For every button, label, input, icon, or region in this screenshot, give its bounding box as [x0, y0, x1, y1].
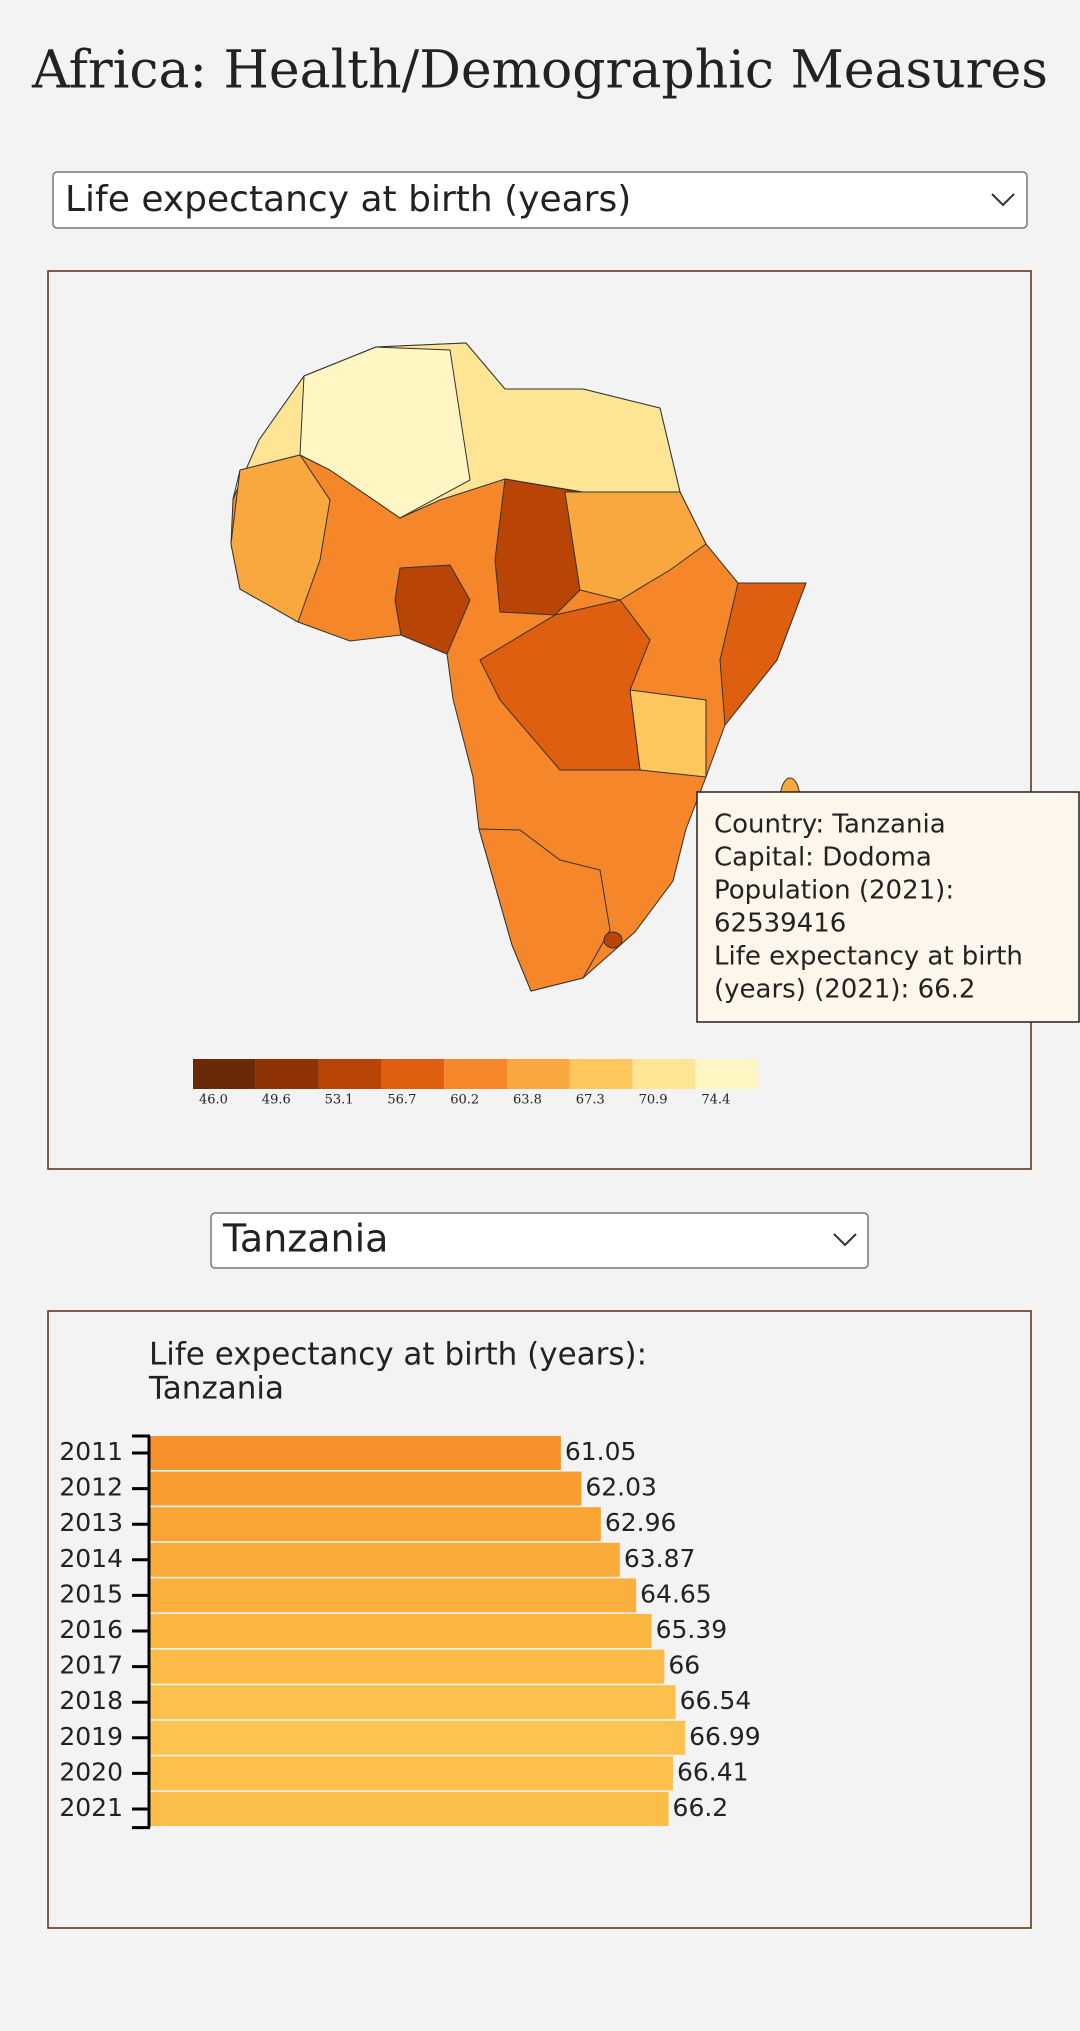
- legend-swatch: [569, 1059, 633, 1089]
- bar: [149, 1507, 601, 1542]
- bar: [149, 1542, 620, 1577]
- y-tick-label: 2021: [59, 1793, 123, 1822]
- y-tick-label: 2012: [59, 1473, 123, 1502]
- bar: [149, 1471, 582, 1506]
- country-region[interactable]: [603, 931, 623, 949]
- legend-swatch: [318, 1059, 382, 1089]
- legend-swatch: [193, 1059, 256, 1089]
- value-label: 62.96: [605, 1508, 677, 1537]
- dropdown-arrow[interactable]: [833, 1233, 857, 1247]
- legend-label: 63.8: [513, 1093, 542, 1108]
- tooltip-line: Capital: Dodoma: [714, 843, 932, 873]
- dropdown-value[interactable]: Tanzania: [222, 1217, 388, 1261]
- y-tick-label: 2017: [59, 1651, 123, 1680]
- bar: [149, 1436, 561, 1470]
- legend-label: 46.0: [199, 1093, 228, 1108]
- bar-chart: Life expectancy at birth (years):Tanzani…: [59, 1337, 761, 1830]
- legend-label: 67.3: [576, 1093, 605, 1108]
- y-tick-label: 2013: [59, 1508, 123, 1537]
- bar: [149, 1649, 665, 1684]
- value-label: 62.03: [585, 1473, 657, 1502]
- y-tick-label: 2014: [59, 1544, 123, 1573]
- legend-swatch: [381, 1059, 445, 1089]
- dropdown-arrow[interactable]: [991, 193, 1015, 207]
- value-label: 66: [668, 1651, 700, 1680]
- country-region[interactable]: [479, 599, 651, 771]
- chart-panel: [47, 1310, 1032, 1929]
- value-label: 64.65: [640, 1579, 712, 1608]
- y-tick-label: 2019: [59, 1722, 123, 1751]
- country-dropdown[interactable]: Tanzania: [210, 1212, 869, 1269]
- country-region[interactable]: [230, 454, 331, 623]
- page-title: Africa: Health/Demographic Measures: [31, 41, 1048, 101]
- country-region[interactable]: [629, 689, 707, 778]
- value-label: 66.41: [677, 1757, 749, 1786]
- dropdown-box[interactable]: [52, 171, 1028, 229]
- tooltip-line: Country: Tanzania: [714, 810, 946, 840]
- bar: [149, 1578, 637, 1613]
- chart-title: Life expectancy at birth (years):: [149, 1337, 647, 1373]
- bar: [149, 1685, 676, 1720]
- dropdown-value[interactable]: Life expectancy at birth (years): [65, 179, 631, 220]
- legend-swatch: [444, 1059, 507, 1089]
- tooltip-box: [696, 791, 1080, 1023]
- legend-swatch: [507, 1059, 570, 1089]
- legend-swatch: [632, 1059, 696, 1089]
- bar: [149, 1756, 673, 1791]
- y-tick-label: 2020: [59, 1757, 123, 1786]
- value-label: 66.2: [673, 1793, 729, 1822]
- legend-swatch: [255, 1059, 319, 1089]
- value-label: 65.39: [656, 1615, 728, 1644]
- value-label: 66.99: [689, 1722, 761, 1751]
- country-region[interactable]: [394, 564, 471, 655]
- y-tick-label: 2018: [59, 1686, 123, 1715]
- value-label: 66.54: [680, 1686, 752, 1715]
- tooltip-line: (years) (2021): 66.2: [714, 975, 975, 1005]
- tooltip-line: Population (2021):: [714, 876, 954, 906]
- africa-map: [230, 342, 807, 992]
- value-label: 61.05: [565, 1437, 637, 1466]
- country-region[interactable]: [478, 828, 611, 992]
- legend-label: 56.7: [387, 1093, 416, 1108]
- legend-label: 49.6: [262, 1093, 291, 1108]
- y-tick-label: 2015: [59, 1579, 123, 1608]
- legend-label: 53.1: [325, 1093, 354, 1108]
- country-region[interactable]: [564, 491, 707, 601]
- bar: [149, 1614, 652, 1648]
- country-region[interactable]: [299, 346, 471, 519]
- y-tick-label: 2011: [59, 1437, 123, 1466]
- value-label: 63.87: [624, 1544, 696, 1573]
- legend-label: 74.4: [701, 1093, 730, 1108]
- color-legend: 46.0 49.6 53.1 56.7 60.2 63.8 67.3 70.9 74.4: [193, 1059, 759, 1108]
- dropdown-box[interactable]: [210, 1212, 869, 1269]
- bar: [149, 1720, 686, 1755]
- tooltip-line: 62539416: [714, 909, 846, 939]
- y-tick-label: 2016: [59, 1615, 123, 1644]
- measure-dropdown[interactable]: Life expectancy at birth (years): [52, 171, 1028, 229]
- country-region[interactable]: [719, 582, 807, 727]
- legend-swatch: [695, 1059, 759, 1089]
- chart-title: Tanzania: [148, 1371, 284, 1407]
- tooltip-line: Life expectancy at birth: [714, 942, 1023, 972]
- legend-label: 60.2: [450, 1093, 479, 1108]
- bar: [149, 1792, 669, 1826]
- legend-label: 70.9: [639, 1093, 668, 1108]
- map-panel: [47, 270, 1032, 1170]
